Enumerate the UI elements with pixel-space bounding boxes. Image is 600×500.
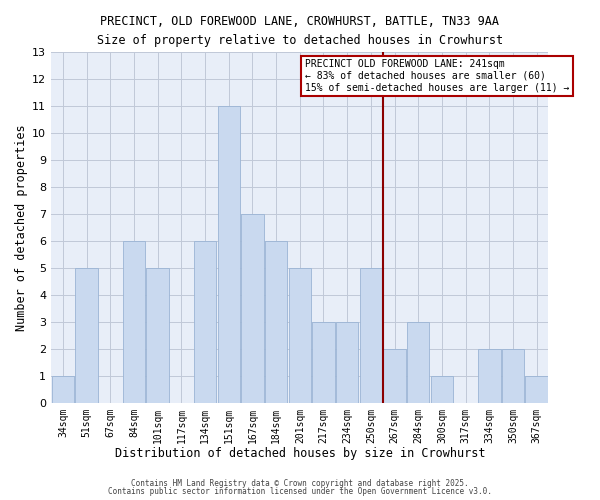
Text: Contains public sector information licensed under the Open Government Licence v3: Contains public sector information licen… <box>108 487 492 496</box>
Bar <box>478 349 500 403</box>
Y-axis label: Number of detached properties: Number of detached properties <box>15 124 28 331</box>
Bar <box>194 241 217 402</box>
Bar <box>312 322 335 402</box>
Title: PRECINCT, OLD FOREWOOD LANE, CROWHURST, BATTLE, TN33 9AA
Size of property relati: PRECINCT, OLD FOREWOOD LANE, CROWHURST, … <box>97 15 503 47</box>
Text: PRECINCT OLD FOREWOOD LANE: 241sqm
← 83% of detached houses are smaller (60)
15%: PRECINCT OLD FOREWOOD LANE: 241sqm ← 83%… <box>305 60 569 92</box>
Bar <box>218 106 240 403</box>
Bar <box>431 376 453 402</box>
Bar <box>52 376 74 402</box>
Text: Contains HM Land Registry data © Crown copyright and database right 2025.: Contains HM Land Registry data © Crown c… <box>131 478 469 488</box>
Bar <box>265 241 287 402</box>
Bar <box>76 268 98 402</box>
Bar <box>359 268 382 402</box>
Bar <box>123 241 145 402</box>
Bar <box>241 214 263 402</box>
Bar <box>502 349 524 403</box>
Bar <box>146 268 169 402</box>
Bar <box>289 268 311 402</box>
Bar <box>407 322 430 402</box>
Bar <box>526 376 548 402</box>
Bar <box>383 349 406 403</box>
Bar <box>336 322 358 402</box>
X-axis label: Distribution of detached houses by size in Crowhurst: Distribution of detached houses by size … <box>115 447 485 460</box>
